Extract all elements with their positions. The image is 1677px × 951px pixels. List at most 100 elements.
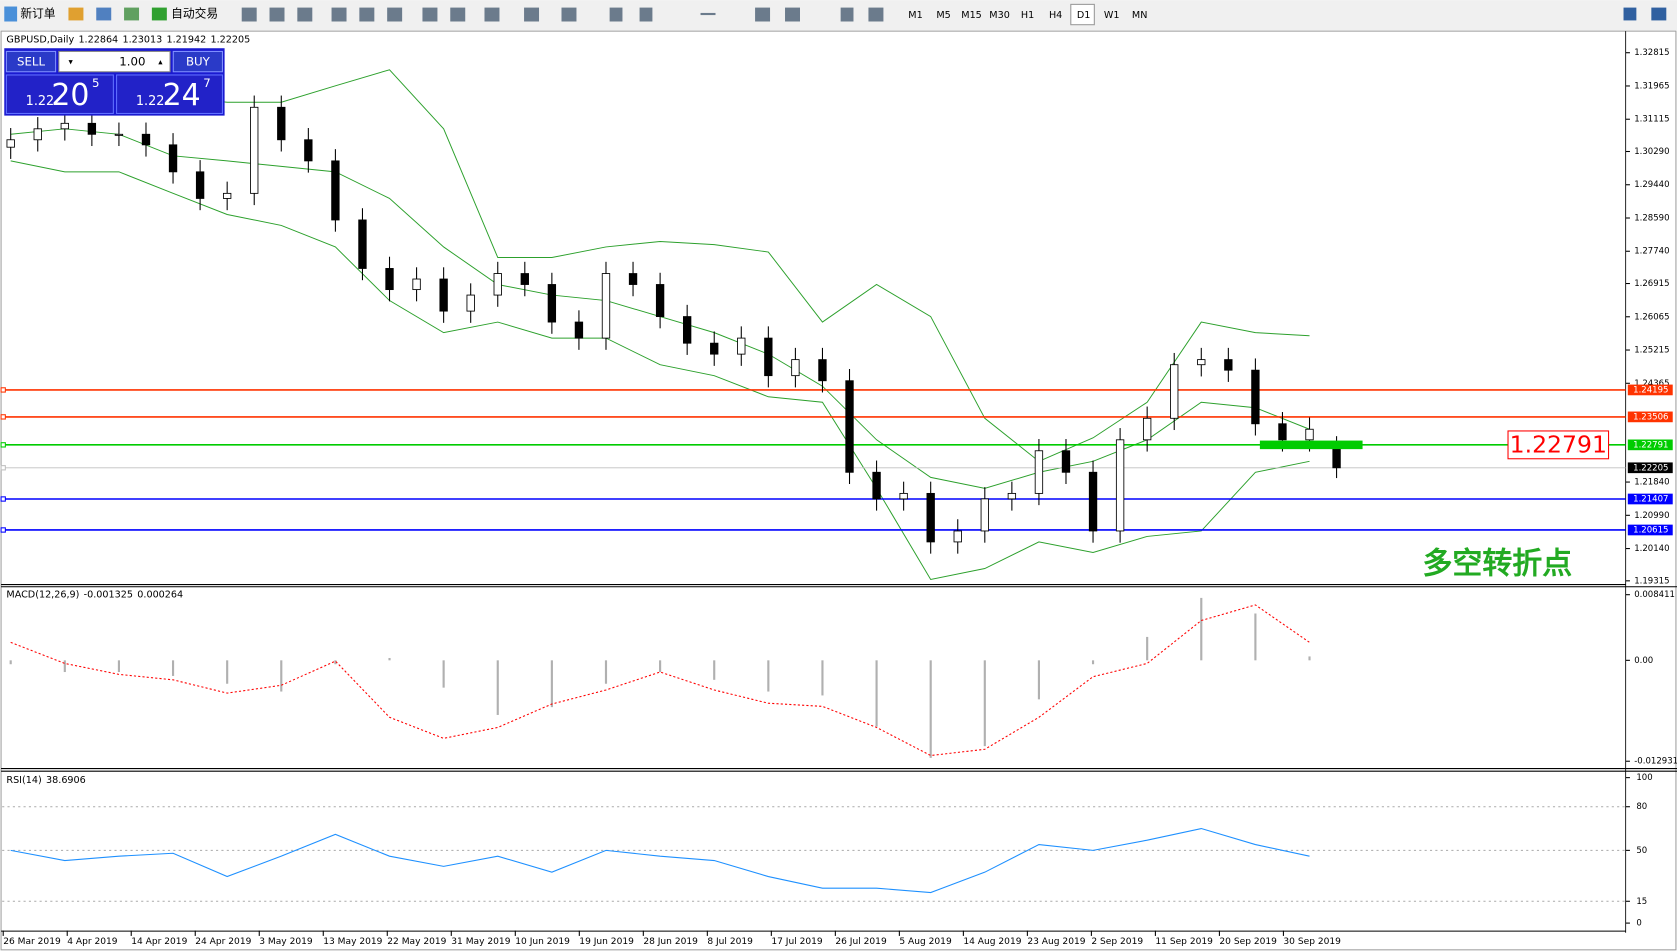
- active-timeframe: [1070, 3, 1095, 26]
- timeframe-button[interactable]: M5: [936, 10, 950, 21]
- macd-bar: [226, 660, 229, 684]
- rsi-last: 38.6906: [46, 775, 86, 786]
- timeframe-button[interactable]: M30: [989, 10, 1010, 21]
- y-tick-label: 1.28590: [1634, 214, 1669, 224]
- buy-price-box[interactable]: [116, 74, 223, 115]
- chat-icon[interactable]: [1651, 7, 1667, 21]
- tool-icon[interactable]: [331, 7, 347, 22]
- trade-panel: SELL ▾ 1.00 ▴ BUY 1.22 20 5 1.22 24 7: [4, 48, 225, 116]
- candle-body: [1224, 359, 1233, 371]
- tool-icon[interactable]: [297, 7, 313, 22]
- candle-body: [1007, 492, 1017, 500]
- tool-icon[interactable]: [840, 7, 854, 22]
- chart-title: GBPUSD,Daily 1.22864 1.23013 1.21942 1.22205: [6, 35, 250, 46]
- bollinger-lower: [10, 160, 1310, 581]
- timeframe-button[interactable]: W1: [1104, 10, 1120, 21]
- price-label-bg: [1627, 462, 1673, 474]
- new-order-icon[interactable]: [4, 6, 18, 22]
- x-tick-label: 11 Sep 2019: [1155, 937, 1213, 947]
- sell-price-box[interactable]: [5, 74, 114, 115]
- candle-body: [926, 492, 935, 543]
- timeframe-button[interactable]: MN: [1132, 10, 1147, 21]
- sell-label[interactable]: SELL: [17, 55, 45, 69]
- x-tick-label: 26 Mar 2019: [3, 937, 61, 947]
- candle-body: [60, 122, 69, 130]
- candle-body: [195, 171, 205, 199]
- auto-trading-button[interactable]: 自动交易: [171, 7, 218, 21]
- candle-body: [304, 139, 313, 162]
- candle-body: [168, 144, 178, 173]
- x-tick-label: 20 Sep 2019: [1219, 937, 1277, 947]
- new-order-button[interactable]: 新订单: [20, 7, 55, 21]
- candle-body: [358, 219, 367, 269]
- candle-body: [33, 128, 42, 141]
- y-tick-label: 100: [1636, 773, 1652, 783]
- timeframe-button[interactable]: M15: [961, 10, 982, 21]
- lots-value[interactable]: 1.00: [119, 55, 145, 69]
- y-tick-label: 1.31115: [1634, 115, 1669, 125]
- tool-icon[interactable]: [422, 7, 438, 22]
- y-tick-label: 1.25215: [1634, 346, 1669, 356]
- timeframe-button[interactable]: H1: [1021, 10, 1034, 21]
- y-tick-label: 1.26065: [1634, 312, 1669, 322]
- macd-bar: [171, 660, 175, 676]
- toolbar-icon[interactable]: [68, 7, 84, 21]
- candle-body: [1197, 359, 1206, 366]
- tool-icon[interactable]: [524, 7, 540, 22]
- tool-icon[interactable]: [700, 12, 716, 16]
- timeframe-button[interactable]: D1: [1077, 10, 1091, 21]
- candle-body: [601, 273, 611, 339]
- toolbar-icon[interactable]: [124, 7, 140, 21]
- tool-icon[interactable]: [450, 7, 466, 22]
- tool-icon[interactable]: [269, 7, 285, 22]
- timeframe-button[interactable]: M1: [908, 10, 922, 21]
- candle-body: [872, 471, 881, 500]
- price-label: 1.21407: [1633, 494, 1668, 504]
- tool-icon[interactable]: [484, 7, 500, 22]
- tool-icon[interactable]: [561, 7, 577, 22]
- bid-fraction: 5: [92, 76, 99, 90]
- lots-input[interactable]: [58, 50, 171, 73]
- tool-icon[interactable]: [785, 7, 800, 22]
- candle-body: [520, 273, 529, 285]
- auto-trading-icon[interactable]: [151, 7, 167, 21]
- candle-body: [1170, 364, 1179, 419]
- tool-icon[interactable]: [387, 7, 403, 22]
- lots-up[interactable]: ▴: [158, 58, 163, 68]
- sell-button[interactable]: [5, 50, 57, 73]
- x-tick-label: 3 May 2019: [259, 937, 313, 947]
- candle-body: [980, 498, 989, 532]
- tool-icon[interactable]: [868, 7, 884, 22]
- ask-pips: 24: [163, 78, 201, 113]
- macd-bar: [875, 660, 878, 727]
- annotation: 多空转折点: [1422, 546, 1572, 581]
- toolbar-icon[interactable]: [96, 7, 112, 21]
- tool-icon[interactable]: [359, 7, 375, 22]
- macd-name: MACD(12,26,9): [6, 590, 79, 601]
- ask-fraction: 7: [203, 76, 210, 90]
- search-icon[interactable]: [1623, 7, 1637, 21]
- candle-body: [764, 337, 773, 377]
- timeframe-button[interactable]: H4: [1049, 10, 1062, 21]
- tool-icon[interactable]: [609, 7, 623, 22]
- tool-icon[interactable]: [755, 7, 771, 22]
- lots-down[interactable]: ▾: [68, 58, 73, 68]
- buy-label[interactable]: BUY: [186, 55, 211, 69]
- candle-body: [1251, 369, 1260, 425]
- x-tick-label: 14 Apr 2019: [131, 937, 187, 947]
- candle-body: [953, 530, 962, 543]
- macd-main: -0.001325: [84, 590, 133, 601]
- ohlc-close: 1.22205: [211, 35, 251, 46]
- y-tick-label: 0: [1636, 919, 1641, 929]
- macd-bar: [334, 660, 337, 665]
- tool-icon[interactable]: [639, 7, 653, 22]
- macd-bar: [713, 660, 716, 680]
- candle-body: [818, 359, 827, 382]
- candle-body: [331, 160, 340, 221]
- price-label-bg: [1627, 384, 1673, 396]
- buy-button[interactable]: [172, 50, 223, 73]
- line-anchor: [0, 496, 6, 502]
- macd-bar: [821, 660, 824, 696]
- y-tick-label: 1.24365: [1634, 379, 1669, 389]
- tool-icon[interactable]: [241, 7, 257, 22]
